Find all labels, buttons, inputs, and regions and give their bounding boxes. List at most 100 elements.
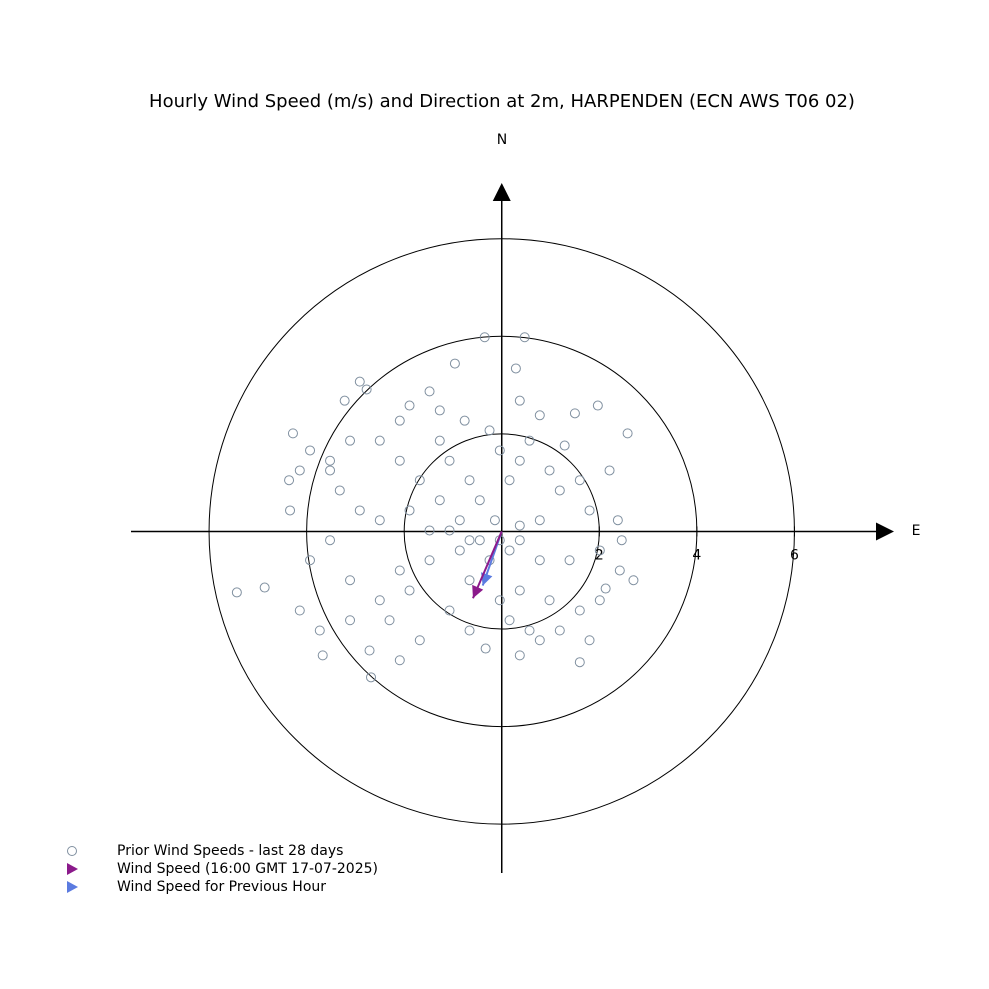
point [554,625,565,636]
point [339,395,350,406]
point [544,595,555,606]
point [325,535,336,546]
point [524,625,535,636]
point [434,435,445,446]
point [404,400,415,411]
point [504,545,515,556]
point [364,645,375,656]
point [305,445,316,456]
point [444,525,455,536]
point [294,605,305,616]
point [394,455,405,466]
point [616,535,627,546]
point [384,615,395,626]
point [354,376,365,387]
point [504,615,515,626]
point [524,435,535,446]
point [519,332,530,343]
point [564,555,575,566]
wind-arrow-shaft [472,531,503,599]
point [404,505,415,516]
point [404,585,415,596]
point [394,415,405,426]
point [592,400,603,411]
point [594,595,605,606]
point [361,384,372,395]
point [284,475,295,486]
point [604,465,615,476]
point [424,525,435,536]
wind-arrow-head [472,584,484,599]
legend-marker [67,863,78,875]
legend-label: Wind Speed for Previous Hour [117,879,326,895]
x-tick-label: 4 [692,547,701,563]
point [366,672,377,683]
point [394,565,405,576]
point [414,475,425,486]
point [574,475,585,486]
point [534,555,545,566]
point [424,555,435,566]
point [374,435,385,446]
point [464,625,475,636]
point [559,440,570,451]
point [534,410,545,421]
point [394,655,405,666]
point [287,428,298,439]
point [484,425,495,436]
point [574,605,585,616]
point [334,485,345,496]
legend-marker [67,881,78,893]
point [514,535,525,546]
point [494,595,505,606]
point [345,615,356,626]
point [444,605,455,616]
point [600,583,611,594]
point [374,595,385,606]
point [514,650,525,661]
point [584,635,595,646]
point [464,535,475,546]
point [594,545,605,556]
wind-arrow-head [481,572,493,586]
point [345,575,356,586]
point [464,575,475,586]
point [622,428,633,439]
x-axis-label: E [912,523,921,539]
point [325,465,336,476]
point [434,495,445,506]
point [504,475,515,486]
point [584,505,595,516]
point [259,582,270,593]
x-axis-arrow [876,522,894,541]
point [534,635,545,646]
point [374,515,385,526]
point [325,455,336,466]
point [544,465,555,476]
legend-label: Prior Wind Speeds - last 28 days [117,843,343,859]
point [317,650,328,661]
point [494,445,505,456]
point [449,358,460,369]
point [479,332,490,343]
point [354,505,365,516]
point [510,363,521,374]
point [444,455,455,466]
x-tick-label: 6 [790,547,799,563]
point [434,405,445,416]
point [285,505,296,516]
point [459,415,470,426]
point [314,625,325,636]
point [514,585,525,596]
legend-label: Wind Speed (16:00 GMT 17-07-2025) [117,861,378,877]
point [424,386,435,397]
point [514,395,525,406]
point [294,465,305,476]
point [489,515,500,526]
point [414,635,425,646]
point [534,515,545,526]
y-axis-arrow [492,183,511,201]
point [454,515,465,526]
point [514,455,525,466]
